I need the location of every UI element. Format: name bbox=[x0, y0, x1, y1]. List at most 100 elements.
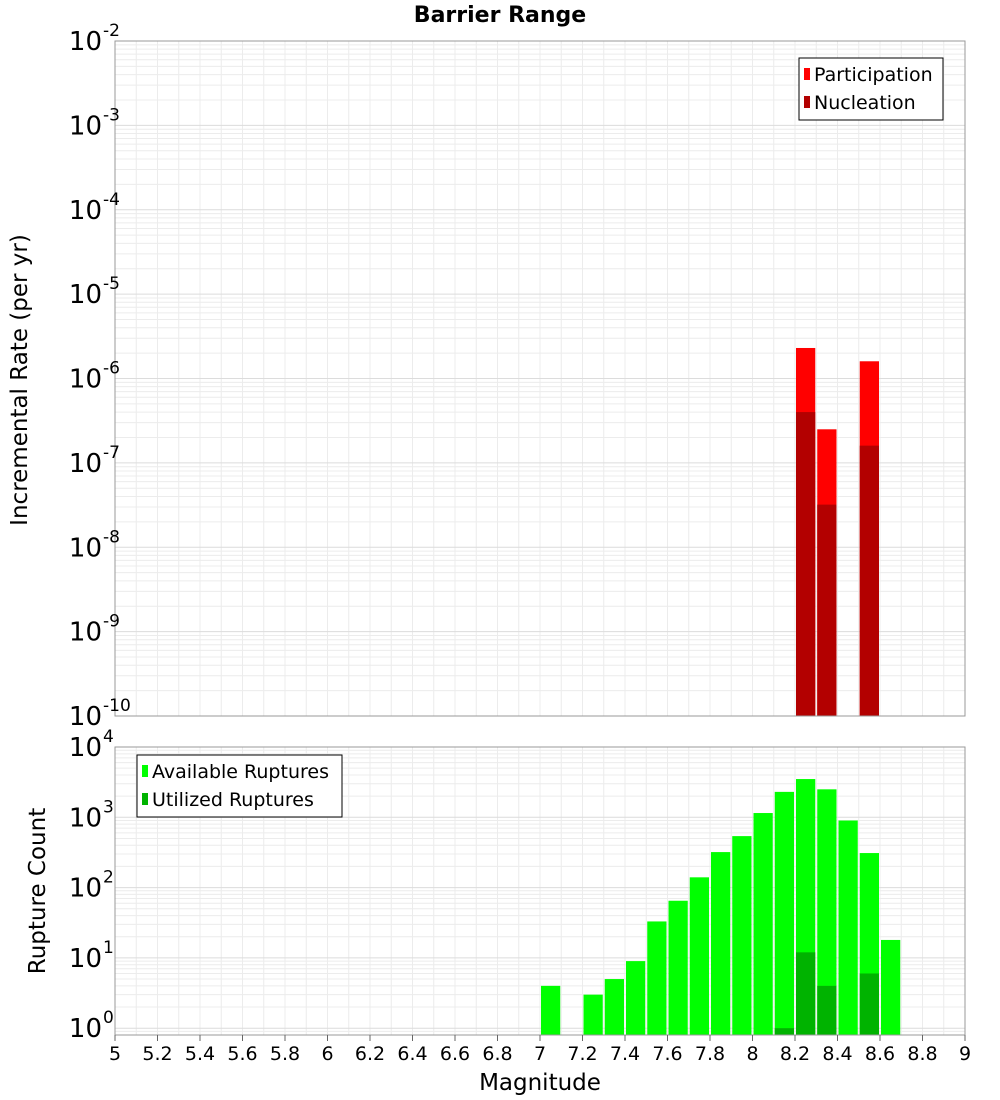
bar-utilized-ruptures bbox=[774, 1028, 794, 1035]
y-tick-exponent: 4 bbox=[103, 727, 114, 747]
bar-available-ruptures bbox=[838, 820, 858, 1035]
y-tick-exponent: -8 bbox=[103, 527, 120, 547]
bottom-legend: Available Ruptures Utilized Ruptures bbox=[136, 754, 343, 818]
legend-label: Participation bbox=[814, 64, 933, 86]
y-tick-label: 10 4 bbox=[69, 727, 114, 763]
top-bars bbox=[796, 347, 879, 716]
y-tick-label: 10 -7 bbox=[69, 443, 120, 479]
y-tick-label: 10 -8 bbox=[69, 527, 120, 563]
y-tick-label: 10 2 bbox=[69, 868, 114, 904]
bar-available-ruptures bbox=[604, 979, 624, 1035]
legend-swatch bbox=[142, 793, 148, 805]
y-tick-exponent: -4 bbox=[103, 190, 120, 210]
x-tick-label: 8.2 bbox=[780, 1043, 810, 1065]
y-tick-base: 10 bbox=[69, 196, 102, 226]
y-tick-base: 10 bbox=[69, 618, 102, 648]
y-tick-label: 10 -2 bbox=[69, 21, 120, 57]
x-axis-label: Magnitude bbox=[479, 1070, 601, 1096]
bar-available-ruptures bbox=[668, 900, 688, 1035]
chart-title: Barrier Range bbox=[414, 3, 586, 28]
bar-nucleation bbox=[859, 445, 879, 716]
x-tick-label: 8 bbox=[746, 1043, 758, 1065]
bar-utilized-ruptures bbox=[796, 952, 816, 1035]
bar-utilized-ruptures bbox=[817, 985, 837, 1035]
y-tick-base: 10 bbox=[69, 280, 102, 310]
y-tick-exponent: -7 bbox=[103, 443, 120, 463]
top-grid bbox=[114, 40, 966, 717]
bottom-bars bbox=[541, 779, 901, 1035]
bar-available-ruptures bbox=[711, 852, 731, 1035]
bottom-y-axis-label: Rupture Count bbox=[25, 808, 51, 974]
x-tick-label: 5.8 bbox=[270, 1043, 300, 1065]
x-tick-label: 6.4 bbox=[397, 1043, 427, 1065]
y-tick-base: 10 bbox=[69, 449, 102, 479]
y-tick-label: 10 -9 bbox=[69, 612, 120, 648]
y-tick-exponent: -9 bbox=[103, 612, 120, 632]
y-tick-base: 10 bbox=[69, 874, 102, 904]
bar-available-ruptures bbox=[541, 985, 561, 1035]
bar-available-ruptures bbox=[753, 813, 773, 1035]
legend-label: Available Ruptures bbox=[152, 761, 329, 783]
y-tick-base: 10 bbox=[69, 803, 102, 833]
y-tick-base: 10 bbox=[69, 702, 102, 732]
bar-available-ruptures bbox=[583, 994, 603, 1035]
y-tick-base: 10 bbox=[69, 1014, 102, 1044]
top-plot-frame bbox=[114, 40, 966, 717]
x-tick-label: 5.6 bbox=[227, 1043, 257, 1065]
bar-available-ruptures bbox=[817, 789, 837, 1035]
x-tick-label: 6.8 bbox=[482, 1043, 512, 1065]
x-tick-label: 7.4 bbox=[610, 1043, 640, 1065]
bar-nucleation bbox=[817, 504, 837, 716]
y-tick-exponent: -2 bbox=[103, 21, 120, 41]
y-tick-base: 10 bbox=[69, 533, 102, 563]
legend-swatch bbox=[804, 68, 810, 80]
y-tick-label: 10 3 bbox=[69, 797, 114, 833]
bar-utilized-ruptures bbox=[859, 973, 879, 1035]
legend-box bbox=[136, 754, 343, 818]
y-tick-label: 10 -3 bbox=[69, 105, 120, 141]
x-tick-label: 8.4 bbox=[822, 1043, 852, 1065]
bar-available-ruptures bbox=[774, 791, 794, 1035]
x-tick-label: 6.2 bbox=[355, 1043, 385, 1065]
x-tick-label: 5.2 bbox=[142, 1043, 172, 1065]
x-tick-label: 8.8 bbox=[907, 1043, 937, 1065]
x-tick-label: 7 bbox=[534, 1043, 546, 1065]
y-tick-exponent: 1 bbox=[103, 938, 114, 958]
x-tick-label: 7.2 bbox=[567, 1043, 597, 1065]
y-tick-exponent: 0 bbox=[103, 1008, 114, 1028]
x-tick-label: 6 bbox=[321, 1043, 333, 1065]
legend-box bbox=[798, 57, 944, 121]
y-tick-exponent: -5 bbox=[103, 274, 120, 294]
y-tick-exponent: -6 bbox=[103, 359, 120, 379]
y-tick-label: 10 -6 bbox=[69, 359, 120, 395]
y-tick-base: 10 bbox=[69, 111, 102, 141]
y-tick-exponent: 2 bbox=[103, 868, 114, 888]
y-tick-exponent: -3 bbox=[103, 105, 120, 125]
x-tick-label: 7.6 bbox=[652, 1043, 682, 1065]
x-tick-label: 6.6 bbox=[440, 1043, 470, 1065]
y-tick-base: 10 bbox=[69, 733, 102, 763]
top-legend: Participation Nucleation bbox=[798, 57, 944, 121]
y-tick-base: 10 bbox=[69, 944, 102, 974]
y-tick-label: 10 -5 bbox=[69, 274, 120, 310]
top-y-axis-label: Incremental Rate (per yr) bbox=[7, 234, 33, 526]
y-tick-base: 10 bbox=[69, 27, 102, 57]
x-tick-label: 5.4 bbox=[185, 1043, 215, 1065]
y-tick-label: 10 1 bbox=[69, 938, 114, 974]
y-tick-label: 10 0 bbox=[69, 1008, 114, 1044]
x-tick-label: 7.8 bbox=[695, 1043, 725, 1065]
legend-label: Nucleation bbox=[814, 92, 916, 114]
bar-available-ruptures bbox=[689, 877, 709, 1035]
x-tick-label: 5 bbox=[109, 1043, 121, 1065]
legend-swatch bbox=[804, 96, 810, 108]
bar-available-ruptures bbox=[881, 939, 901, 1035]
y-tick-label: 10 -4 bbox=[69, 190, 120, 226]
y-tick-base: 10 bbox=[69, 365, 102, 395]
y-tick-exponent: -10 bbox=[103, 696, 131, 716]
bar-available-ruptures bbox=[626, 961, 646, 1035]
legend-swatch bbox=[142, 765, 148, 777]
